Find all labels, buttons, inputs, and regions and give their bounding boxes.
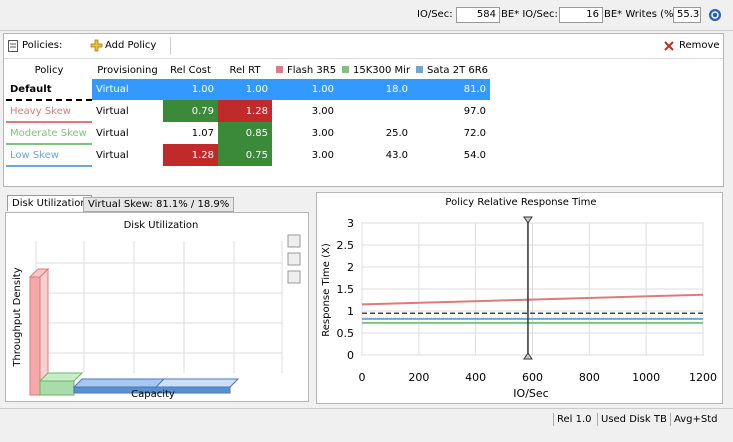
- cell: 3.00: [311, 105, 334, 117]
- cell: 0.79: [163, 100, 218, 122]
- y-tick-label: 3: [347, 217, 354, 230]
- cell: 3.00: [311, 149, 334, 161]
- be-io-field[interactable]: 16: [559, 7, 603, 23]
- tab[interactable]: Virtual Skew: 81.1% / 18.9%: [83, 197, 235, 212]
- policy-name: Moderate Skew: [6, 122, 92, 145]
- header: Provisioning: [97, 64, 158, 76]
- policies-panel: Policies: Add Policy Remove Policy Provi…: [3, 33, 724, 187]
- status-bar: Rel 1.0 Used Disk TB Avg+Std: [0, 408, 733, 433]
- cell: 1.00: [163, 79, 218, 100]
- cell: 54.0: [463, 149, 486, 161]
- cell: [338, 100, 412, 122]
- cell: Virtual: [92, 79, 163, 100]
- y-axis-label: Response Time (X): [321, 243, 332, 337]
- cell: 43.0: [385, 149, 408, 161]
- header: Rel RT: [229, 64, 261, 76]
- chart-title: Policy Relative Response Time: [445, 197, 596, 208]
- response-panel: Policy Relative Response Time Response T…: [316, 192, 723, 404]
- policy-row[interactable]: Low Skew Virtual 1.28 0.75 3.00 43.0 54.…: [6, 144, 490, 167]
- cell: 1.28: [218, 100, 272, 122]
- cell: Virtual: [96, 149, 129, 161]
- x-tick-label: 200: [408, 371, 429, 384]
- cell: 0.85: [218, 122, 272, 144]
- cell: 1.07: [191, 127, 214, 139]
- chart-title: Disk Utilization: [124, 220, 199, 231]
- x-axis-label: IO/Sec: [513, 387, 548, 400]
- policies-icon: [8, 40, 18, 52]
- x-axis-label: Capacity: [131, 389, 175, 400]
- header-text: Sata 2T 6R6: [427, 64, 489, 76]
- y-tick-label: 1.5: [337, 283, 355, 296]
- add-policy-button[interactable]: Add Policy: [105, 40, 157, 51]
- policy-name: Low Skew: [6, 144, 92, 167]
- y-tick-label: 0: [347, 349, 354, 362]
- tab[interactable]: Disk Utilization: [7, 195, 92, 211]
- y-tick-label: 2.5: [337, 239, 355, 252]
- x-tick-label: 0: [359, 371, 366, 384]
- x-tick-label: 600: [522, 371, 543, 384]
- header: Sata 2T 6R6: [412, 61, 490, 79]
- remove-icon[interactable]: [664, 41, 674, 51]
- header: 15K300 Mir: [338, 61, 412, 79]
- header-text: Flash 3R5: [287, 64, 337, 76]
- header: Flash 3R5: [272, 61, 338, 79]
- y-tick-label: 1: [347, 305, 354, 318]
- be-io-label: BE* IO/Sec:: [501, 9, 558, 20]
- policies-toolbar: Policies: Add Policy Remove: [4, 34, 723, 59]
- policies-label: Policies:: [22, 40, 63, 51]
- header: Policy: [34, 64, 64, 76]
- policy-row[interactable]: Moderate Skew Virtual 1.07 0.85 3.00 25.…: [6, 122, 490, 145]
- cell: 1.00: [218, 79, 272, 100]
- separator: [170, 37, 171, 55]
- zoom-controls[interactable]: [287, 234, 301, 284]
- disk-chart: Disk Utilization Throughput Density Capa…: [12, 220, 301, 400]
- policy-table: Policy Provisioning Rel Cost Rel RT Flas…: [6, 61, 490, 167]
- remove-button[interactable]: Remove: [679, 40, 720, 51]
- policy-row[interactable]: Default Virtual 1.00 1.00 1.00 18.0 81.0: [6, 79, 490, 101]
- add-icon[interactable]: [90, 39, 103, 52]
- x-tick-label: 1200: [689, 371, 717, 384]
- policy-name: Heavy Skew: [6, 100, 92, 123]
- cell: 0.75: [218, 144, 272, 166]
- status-item: Rel 1.0: [553, 413, 595, 426]
- cell: 25.0: [385, 127, 408, 139]
- cell: 1.28: [163, 144, 218, 166]
- disk-panel: Disk Utilization Virtual Skew: 81.1% / 1…: [3, 193, 310, 403]
- be-writes-field[interactable]: 55.3: [673, 7, 701, 23]
- status-item: Used Disk TB: [597, 413, 670, 426]
- cell: 97.0: [463, 105, 486, 117]
- x-tick-label: 1000: [632, 371, 660, 384]
- help-icon[interactable]: [708, 8, 722, 22]
- toolbar: IO/Sec: 584 BE* IO/Sec: 16 BE* Writes (%…: [0, 0, 733, 31]
- status-item: Avg+Std: [670, 413, 721, 426]
- cell: Virtual: [96, 105, 129, 117]
- disk-chart-box: Disk Utilization Throughput Density Capa…: [5, 212, 309, 402]
- cell: Virtual: [96, 127, 129, 139]
- cell: 72.0: [463, 127, 486, 139]
- cell: 18.0: [338, 79, 412, 100]
- cell: 3.00: [311, 127, 334, 139]
- header: Rel Cost: [170, 64, 211, 76]
- response-chart: Policy Relative Response Time Response T…: [321, 197, 717, 400]
- cursor-handle: [523, 216, 533, 224]
- x-tick-label: 400: [465, 371, 486, 384]
- x-tick-label: 800: [579, 371, 600, 384]
- policy-name: Default: [6, 79, 92, 101]
- series-line: [361, 293, 704, 306]
- cursor-handle: [523, 352, 533, 360]
- cell: 81.0: [412, 79, 490, 100]
- io-sec-field[interactable]: 584: [456, 7, 500, 23]
- cell: 1.00: [272, 79, 338, 100]
- y-tick-label: 2: [347, 261, 354, 274]
- y-tick-label: 0.5: [337, 327, 355, 340]
- y-axis-label: Throughput Density: [12, 267, 23, 367]
- header-text: 15K300 Mir: [353, 64, 411, 76]
- io-sec-label: IO/Sec:: [417, 9, 453, 20]
- be-writes-label: BE* Writes (%):: [604, 9, 681, 20]
- header-row: Policy Provisioning Rel Cost Rel RT Flas…: [6, 61, 490, 79]
- policy-row[interactable]: Heavy Skew Virtual 0.79 1.28 3.00 97.0: [6, 100, 490, 123]
